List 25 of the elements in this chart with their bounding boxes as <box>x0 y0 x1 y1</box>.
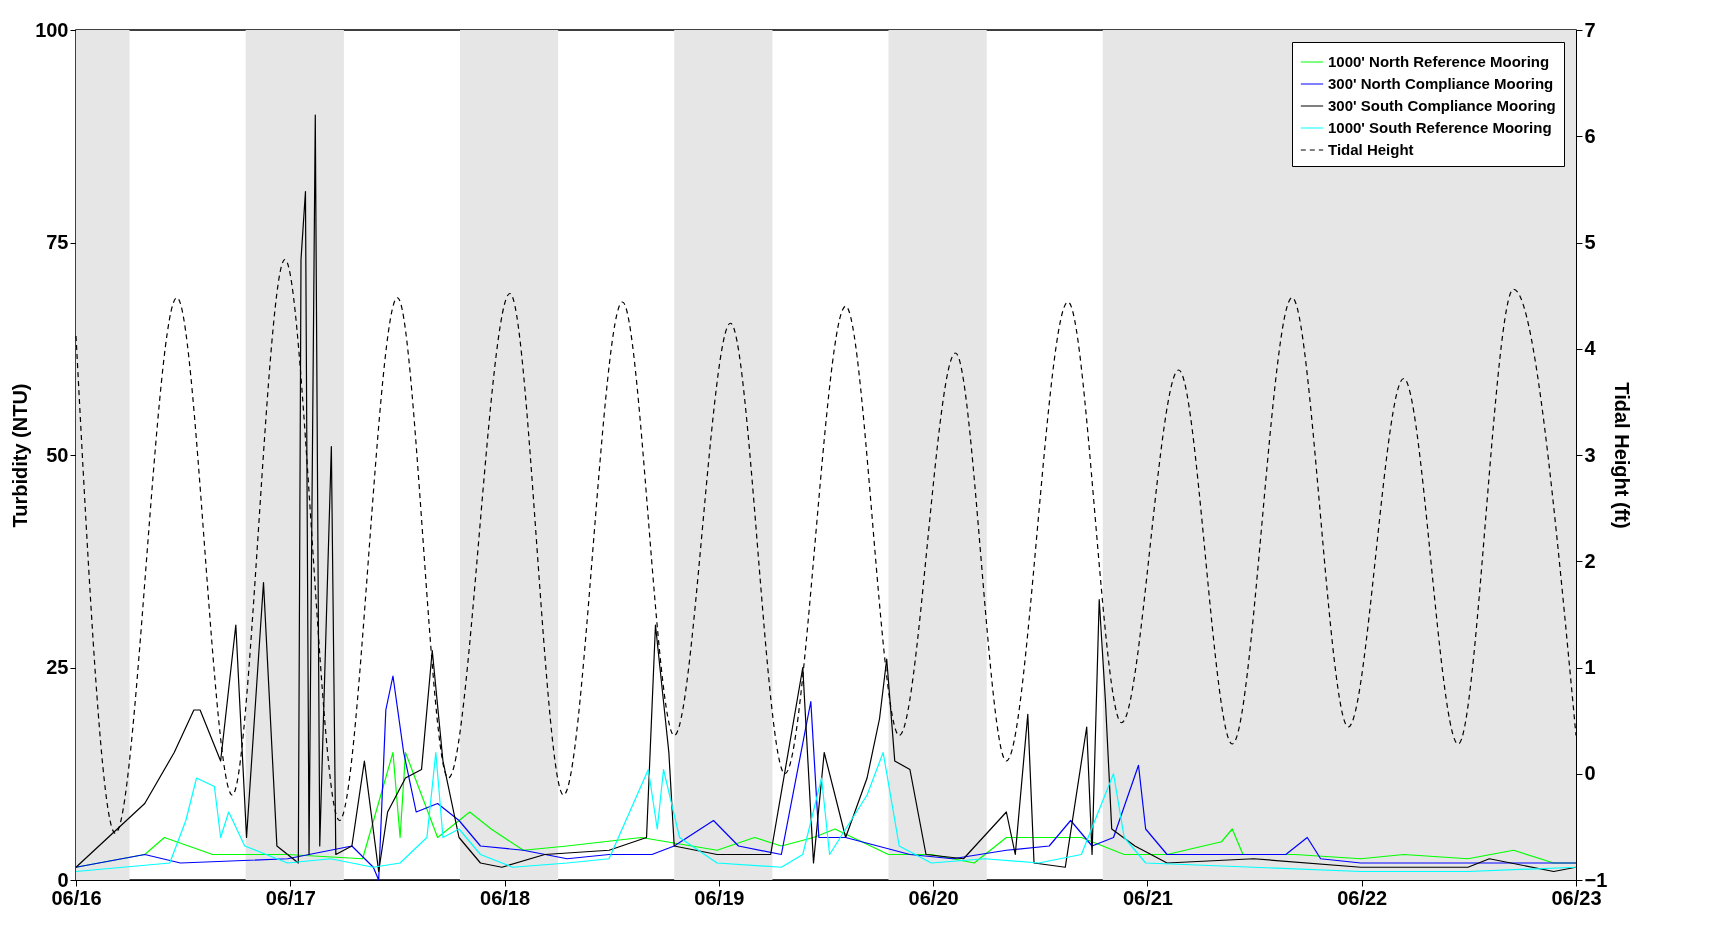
x-tick-label: 06/22 <box>1337 886 1388 909</box>
y2-tick-label: 0 <box>1584 762 1596 785</box>
x-tick-label: 06/20 <box>908 886 959 909</box>
x-tick-label: 06/21 <box>1122 886 1173 909</box>
y2-tick-label: 3 <box>1584 443 1596 466</box>
y2-tick-label: 5 <box>1584 231 1596 253</box>
y2-tick-label: 4 <box>1584 337 1597 360</box>
y-tick-label: 75 <box>46 231 69 253</box>
y2-axis-title: Tidal Height (ft) <box>1611 382 1634 529</box>
x-tick-label: 06/19 <box>694 886 745 909</box>
y2-tick-label: 7 <box>1584 18 1596 41</box>
legend-label: 1000' South Reference Mooring <box>1328 119 1552 136</box>
y2-tick-label: 6 <box>1584 124 1596 147</box>
legend-label: 300' South Compliance Mooring <box>1328 97 1556 114</box>
x-tick-label: 06/17 <box>265 886 316 909</box>
y-tick-label: 25 <box>46 656 69 678</box>
y2-tick-label: 1 <box>1584 656 1596 678</box>
legend-label: 1000' North Reference Mooring <box>1328 53 1550 70</box>
legend-label: Tidal Height <box>1328 141 1414 158</box>
x-tick-label: 06/18 <box>480 886 531 909</box>
legend-label: 300' North Compliance Mooring <box>1328 75 1554 92</box>
y-tick-label: 50 <box>46 443 69 466</box>
y-tick-label: 100 <box>35 18 69 41</box>
y2-tick-label: 2 <box>1584 549 1596 572</box>
y-axis-title: Turbidity (NTU) <box>9 383 32 528</box>
